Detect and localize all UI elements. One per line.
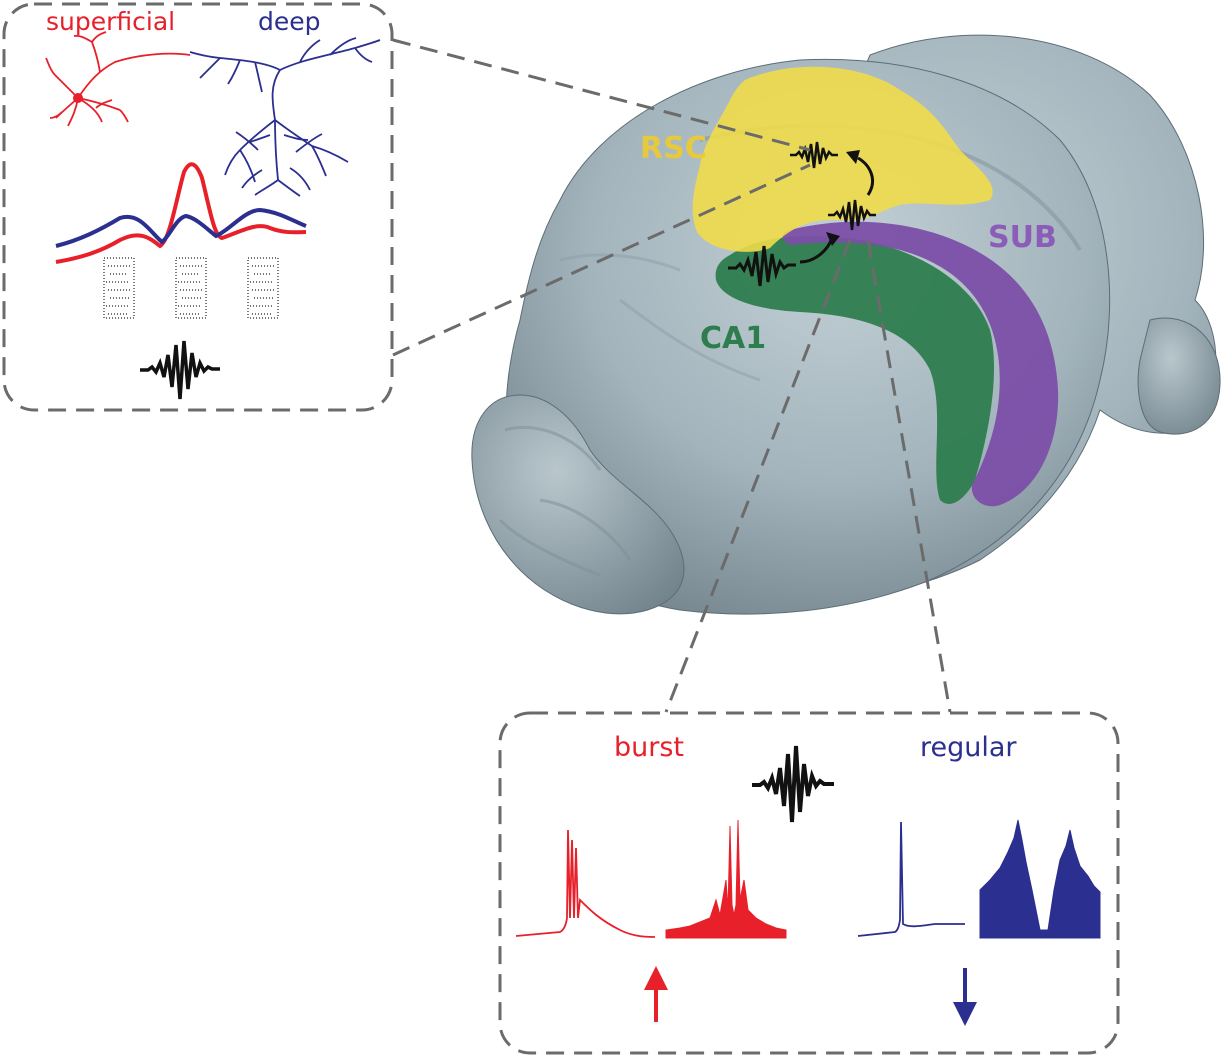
callout-top-left: superficial deep (2, 2, 394, 412)
region-sub (782, 221, 1059, 507)
brain-side-lobe (1137, 317, 1221, 435)
flow-arrowhead-2 (846, 150, 860, 164)
superficial-neuron (45, 31, 191, 127)
ripple-oscillation-icon (752, 745, 834, 823)
ripple-oscillation-icon (140, 340, 220, 400)
down-arrow-icon (953, 968, 977, 1026)
brain-regions (692, 66, 1059, 507)
label-deep: deep (258, 7, 321, 36)
spike-raster (103, 257, 279, 319)
burst-voltage-trace (515, 829, 656, 938)
ripple-oscillation-icon (790, 141, 838, 169)
label-ca1: CA1 (700, 321, 766, 356)
label-superficial: superficial (46, 7, 175, 36)
callout-connectors (392, 38, 952, 713)
label-sub: SUB (988, 220, 1057, 255)
burst-autocorrelogram (665, 819, 787, 939)
callout-bottom-right: burst regular (498, 711, 1120, 1055)
label-rsc: RSC (640, 131, 707, 166)
deep-neuron (189, 37, 381, 197)
region-ca1 (715, 235, 995, 504)
callout-top-left-frame (2, 2, 394, 412)
surface-folds (559, 253, 761, 382)
ripple-oscillation-icon (728, 245, 796, 287)
ripple-oscillation-icon (828, 199, 876, 231)
region-rsc (692, 66, 993, 252)
superficial-soma (73, 93, 83, 103)
regular-voltage-trace (857, 821, 965, 937)
up-arrow-icon (644, 966, 668, 1022)
label-burst: burst (614, 732, 684, 763)
label-regular: regular (920, 732, 1017, 763)
bulb-folds (498, 425, 632, 577)
flow-arrowhead-1 (826, 232, 840, 246)
regular-autocorrelogram (979, 819, 1101, 939)
superficial-rate-trace (55, 162, 307, 264)
deep-rate-trace (55, 207, 307, 248)
